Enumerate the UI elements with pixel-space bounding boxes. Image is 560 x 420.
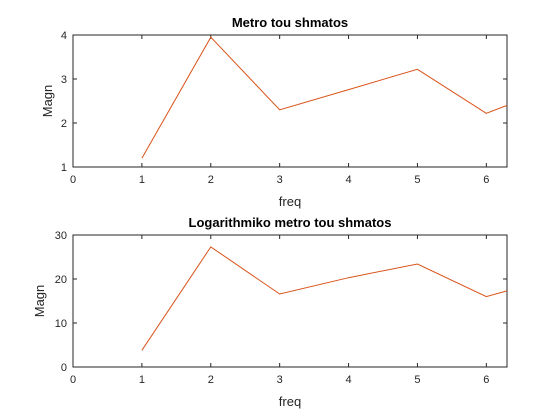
x-tick-label: 3 (277, 174, 283, 186)
y-tick-label: 0 (61, 362, 67, 374)
x-tick-label: 1 (139, 174, 145, 186)
y-tick-label: 4 (61, 30, 67, 42)
x-axis-label: freq (279, 194, 301, 209)
y-tick-label: 2 (61, 118, 67, 130)
y-tick-label: 1 (61, 162, 67, 174)
y-axis-label: Magn (32, 285, 47, 318)
x-tick-label: 4 (345, 374, 351, 386)
x-tick-label: 3 (277, 374, 283, 386)
series-line (141, 246, 508, 351)
y-tick-label: 30 (55, 230, 67, 242)
x-axis-label: freq (279, 394, 301, 409)
y-tick-label: 3 (61, 74, 67, 86)
x-tick-label: 6 (483, 374, 489, 386)
axes-box (72, 34, 508, 168)
axes-box (72, 234, 508, 368)
x-tick-label: 1 (139, 374, 145, 386)
x-tick-label: 2 (208, 374, 214, 386)
ticks: 0 1 2 3 4 5 6 0 10 20 30 (55, 230, 507, 386)
x-tick-label: 4 (345, 174, 351, 186)
x-tick-label: 6 (483, 174, 489, 186)
chart-title: Metro tou shmatos (232, 15, 348, 30)
y-tick-label: 10 (55, 318, 67, 330)
series-line (141, 36, 508, 159)
x-tick-label: 0 (70, 374, 76, 386)
x-tick-label: 0 (70, 174, 76, 186)
subplot-log-magnitude: 0 1 2 3 4 5 6 0 10 20 30 Logarithmiko metro tou sh… (32, 215, 508, 409)
y-axis-label: Magn (40, 85, 55, 118)
x-tick-label: 2 (208, 174, 214, 186)
x-tick-label: 5 (414, 374, 420, 386)
y-tick-label: 20 (55, 274, 67, 286)
x-tick-label: 5 (414, 174, 420, 186)
chart-title: Logarithmiko metro tou shmatos (189, 215, 392, 230)
